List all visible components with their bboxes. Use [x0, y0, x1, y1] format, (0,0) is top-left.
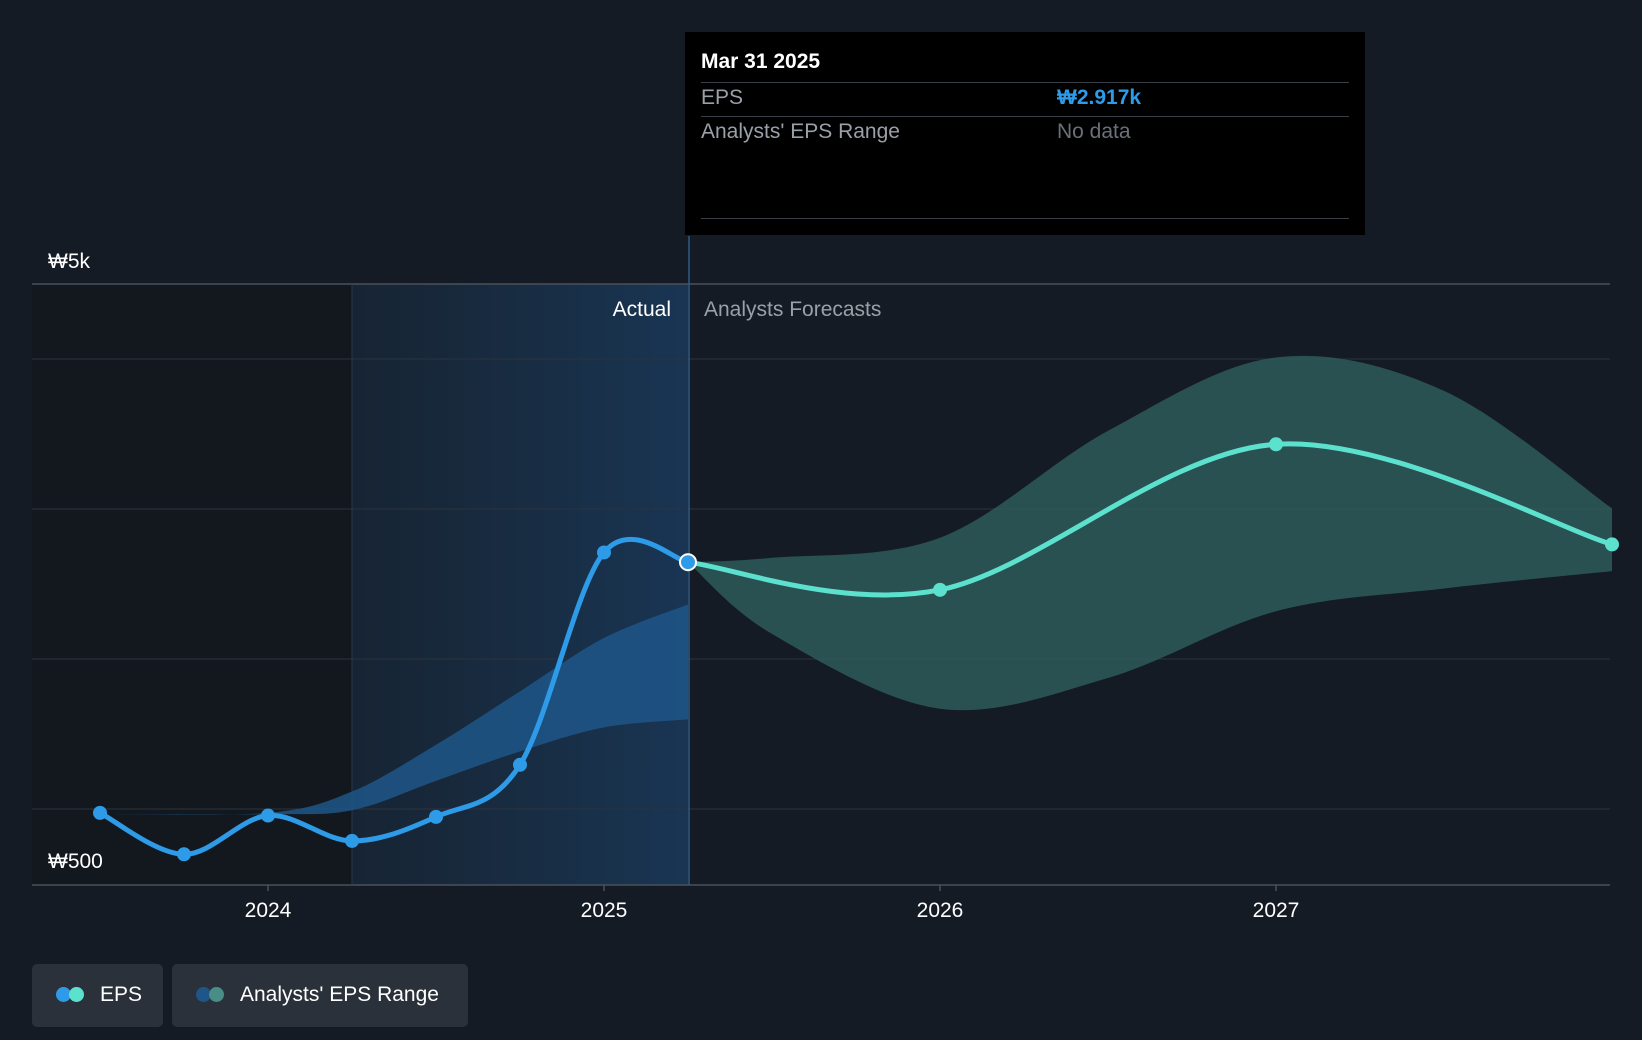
tooltip-date: Mar 31 2025 — [701, 50, 821, 73]
range-forecast-dot-icon — [209, 987, 224, 1002]
tooltip: Mar 31 2025 EPS ₩2.917k Analysts' EPS Ra… — [685, 32, 1365, 235]
tooltip-eps-value: ₩2.917k — [1057, 86, 1142, 109]
y-axis-max-label: ₩5k — [48, 250, 91, 273]
tooltip-eps-label: EPS — [701, 86, 744, 109]
eps-point-actual — [513, 757, 527, 772]
x-tick-label: 2026 — [917, 899, 964, 922]
eps-point-actual — [93, 805, 107, 820]
eps-line-actual — [97, 536, 691, 857]
range-actual-dot-icon — [196, 987, 211, 1002]
legend-range-label: Analysts' EPS Range — [240, 983, 439, 1006]
tooltip-divider — [701, 116, 1349, 117]
eps-point-actual — [679, 553, 697, 572]
eps-point-forecast — [1605, 537, 1619, 552]
tooltip-range-value: No data — [1057, 120, 1131, 143]
x-tick-label: 2025 — [581, 899, 628, 922]
y-axis-min-label: ₩500 — [48, 850, 103, 873]
x-tick-label: 2027 — [1253, 899, 1300, 922]
legend-item-eps-range[interactable]: Analysts' EPS Range — [172, 964, 468, 1027]
eps-point-forecast — [1269, 437, 1283, 452]
actual-period-background — [352, 284, 688, 885]
eps-point-actual — [597, 545, 611, 560]
tooltip-divider — [701, 218, 1349, 219]
eps-forecast-dot-icon — [69, 987, 84, 1002]
legend-eps-label: EPS — [100, 983, 143, 1006]
forecast-region-label: Analysts Forecasts — [704, 298, 881, 321]
eps-range-band-forecast — [688, 355, 1612, 711]
eps-point-actual — [261, 808, 275, 823]
eps-point-forecast — [933, 582, 947, 597]
legend-item-eps[interactable]: EPS — [32, 964, 163, 1027]
eps-range-band-actual — [100, 604, 688, 815]
actual-region-label: Actual — [613, 298, 671, 321]
x-tick-label: 2024 — [245, 899, 292, 922]
tooltip-range-label: Analysts' EPS Range — [701, 120, 900, 143]
tooltip-divider — [701, 82, 1349, 83]
eps-point-actual — [345, 833, 359, 848]
eps-actual-dot-icon — [56, 987, 71, 1002]
past-period-background — [32, 284, 352, 885]
eps-point-actual — [177, 847, 191, 862]
eps-line-forecast — [685, 441, 1615, 598]
eps-point-actual — [429, 809, 443, 824]
